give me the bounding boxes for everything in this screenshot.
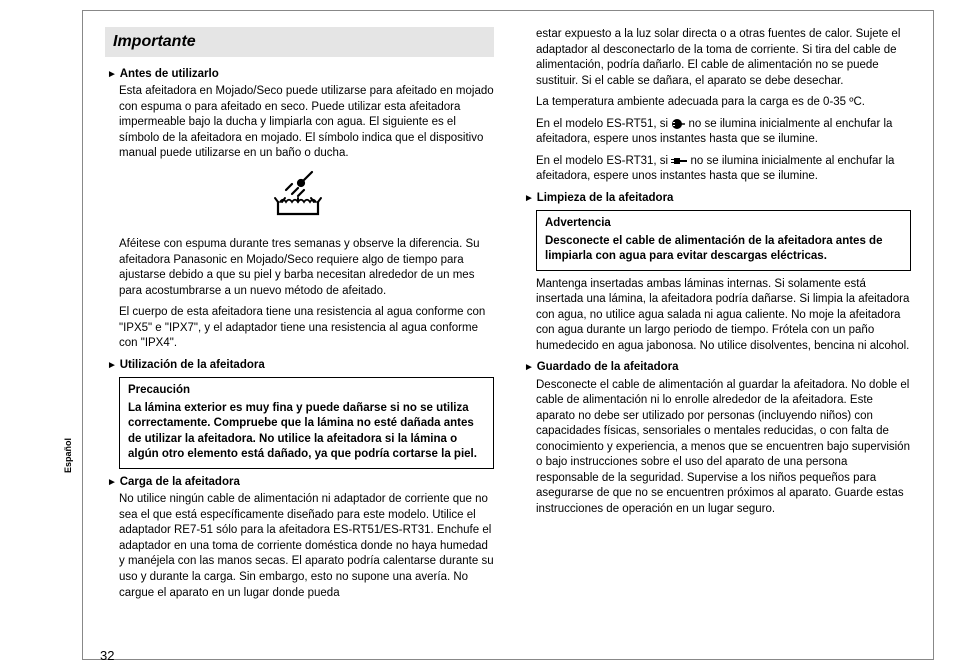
charging-rt51: En el modelo ES-RT51, si no se ilumina i…: [522, 117, 911, 148]
plug-circle-icon: [671, 118, 685, 130]
before-use-text-3: El cuerpo de esta afeitadora tiene una r…: [105, 305, 494, 352]
caution-title: Precaución: [128, 383, 485, 399]
caution-box: Precaución La lámina exterior es muy fin…: [119, 377, 494, 469]
plug-flat-icon: [671, 156, 687, 166]
section-charging-title: Carga de la afeitadora: [105, 475, 494, 491]
section-before-use-title: Antes de utilizarlo: [105, 67, 494, 83]
warning-title: Advertencia: [545, 216, 902, 232]
main-heading: Importante: [105, 27, 494, 57]
charging-rt31: En el modelo ES-RT31, si no se ilumina i…: [522, 154, 911, 185]
section-cleaning-title: Limpieza de la afeitadora: [522, 191, 911, 207]
charging-continued-2: La temperatura ambiente adecuada para la…: [522, 95, 911, 111]
rt51-text-a: En el modelo ES-RT51, si: [536, 118, 671, 130]
cleaning-text: Mantenga insertadas ambas láminas intern…: [522, 277, 911, 355]
warning-body: Desconecte el cable de alimentación de l…: [545, 234, 902, 265]
wet-symbol-row: [105, 170, 494, 228]
warning-box: Advertencia Desconecte el cable de alime…: [536, 210, 911, 271]
section-storage-title: Guardado de la afeitadora: [522, 360, 911, 376]
charging-text: No utilice ningún cable de alimentación …: [105, 492, 494, 601]
charging-continued-1: estar expuesto a la luz solar directa o …: [522, 27, 911, 89]
section-usage-title: Utilización de la afeitadora: [105, 358, 494, 374]
page-frame: Importante Antes de utilizarlo Esta afei…: [82, 10, 934, 660]
language-tab: Español: [62, 438, 78, 473]
right-column: estar expuesto a la luz solar directa o …: [522, 27, 911, 649]
wet-shave-icon: [270, 170, 330, 222]
rt31-text-a: En el modelo ES-RT31, si: [536, 155, 671, 167]
left-column: Importante Antes de utilizarlo Esta afei…: [105, 27, 494, 649]
caution-body: La lámina exterior es muy fina y puede d…: [128, 401, 485, 463]
page-number: 32: [100, 647, 114, 665]
storage-text: Desconecte el cable de alimentación al g…: [522, 378, 911, 518]
before-use-text-1: Esta afeitadora en Mojado/Seco puede uti…: [105, 84, 494, 162]
before-use-text-2: Aféitese con espuma durante tres semanas…: [105, 237, 494, 299]
